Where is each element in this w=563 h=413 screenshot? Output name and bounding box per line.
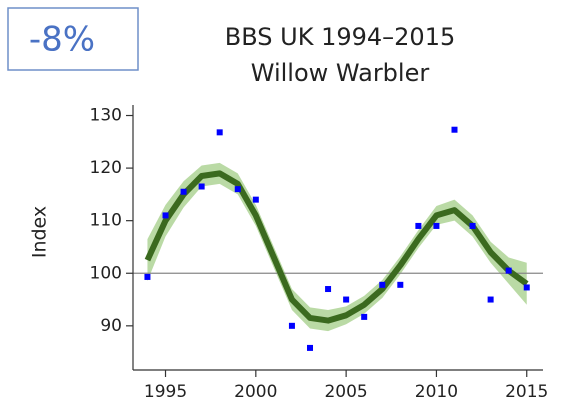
trend-line [144,170,529,324]
data-point [379,281,386,288]
y-tick-label: 130 [90,106,122,126]
chart-title: BBS UK 1994–2015 [225,23,455,51]
data-point [505,267,512,274]
x-tick-label: 2005 [324,382,367,402]
x-tick-label: 1995 [144,382,187,402]
data-point [198,183,205,190]
chart-subtitle: Willow Warbler [251,59,430,87]
data-point [433,222,440,229]
data-point [216,129,223,136]
data-point [469,222,476,229]
data-point [361,313,368,320]
data-point [415,222,422,229]
y-axis-label: Index [29,206,51,258]
data-point [252,196,259,203]
y-tick-label: 90 [100,316,122,336]
data-point [451,126,458,133]
data-point [307,344,314,351]
data-point [288,322,295,329]
data-point [523,284,530,291]
data-point [397,281,404,288]
data-point [144,273,151,280]
data-point [487,296,494,303]
x-tick-label: 2000 [234,382,277,402]
y-tick-label: 110 [90,211,122,231]
data-point [162,212,169,219]
data-point [234,186,241,193]
badge: -8% [29,20,95,60]
x-tick-label: 2015 [505,382,548,402]
data-point [325,286,332,293]
data-point [180,188,187,195]
y-tick-label: 120 [90,158,122,178]
badge-box [7,7,139,71]
x-tick-label: 2010 [415,382,458,402]
y-tick-label: 100 [90,263,122,283]
data-point [343,296,350,303]
